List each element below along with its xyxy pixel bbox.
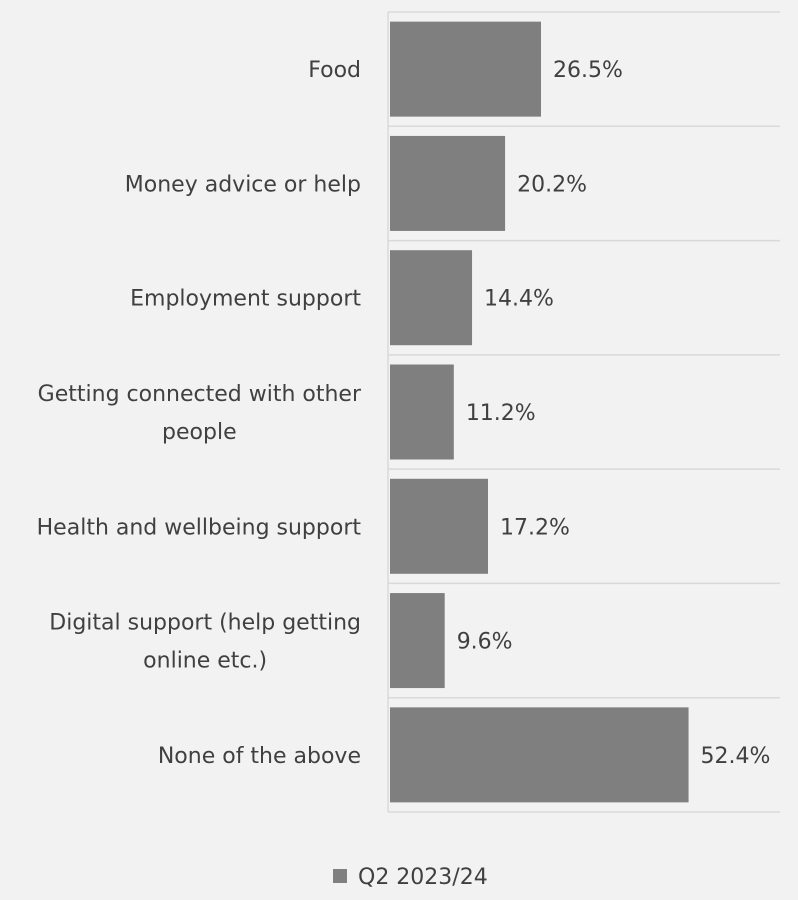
category-label: Employment support bbox=[130, 287, 361, 312]
value-label: 11.2% bbox=[466, 401, 536, 426]
value-label: 14.4% bbox=[484, 287, 554, 312]
category-label: Digital support (help getting online etc.… bbox=[49, 611, 361, 674]
bar bbox=[390, 707, 689, 803]
legend: Q2 2023/24 bbox=[333, 865, 488, 890]
bar bbox=[390, 593, 445, 689]
bar bbox=[390, 478, 488, 574]
category-label: Food bbox=[308, 58, 361, 83]
value-labels: 26.5% 20.2% 14.4% 11.2% 17.2% 9.6% 52.4% bbox=[457, 58, 771, 769]
category-labels: Food Money advice or help Employment suppo… bbox=[37, 58, 362, 769]
category-label: Getting connected with other people bbox=[38, 382, 362, 445]
category-label: Money advice or help bbox=[125, 172, 361, 197]
value-label: 9.6% bbox=[457, 630, 513, 655]
bar bbox=[390, 250, 473, 346]
value-label: 52.4% bbox=[701, 744, 771, 769]
gridlines bbox=[387, 11, 780, 813]
category-label: Health and wellbeing support bbox=[37, 515, 362, 540]
category-label: None of the above bbox=[158, 744, 361, 769]
bar bbox=[390, 21, 541, 117]
bars bbox=[390, 21, 689, 803]
legend-swatch bbox=[333, 869, 347, 883]
bar bbox=[390, 364, 454, 460]
value-label: 20.2% bbox=[517, 172, 587, 197]
legend-label: Q2 2023/24 bbox=[358, 865, 488, 890]
value-label: 17.2% bbox=[500, 515, 570, 540]
bar bbox=[390, 135, 506, 231]
value-label: 26.5% bbox=[553, 58, 623, 83]
